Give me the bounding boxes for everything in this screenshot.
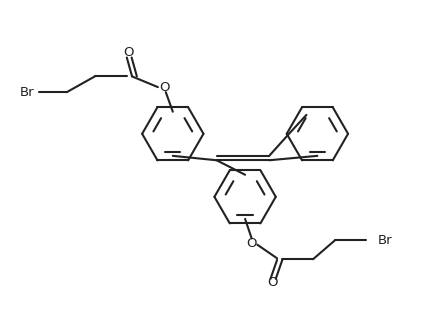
Text: O: O: [159, 81, 169, 93]
Text: Br: Br: [19, 86, 34, 99]
Text: Br: Br: [378, 234, 392, 247]
Text: O: O: [124, 46, 134, 59]
Text: O: O: [267, 276, 278, 289]
Text: O: O: [247, 237, 257, 250]
